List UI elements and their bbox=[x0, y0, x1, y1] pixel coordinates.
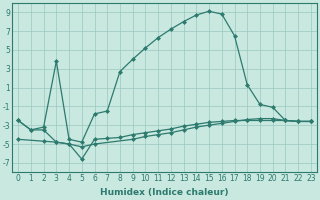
X-axis label: Humidex (Indice chaleur): Humidex (Indice chaleur) bbox=[100, 188, 229, 197]
